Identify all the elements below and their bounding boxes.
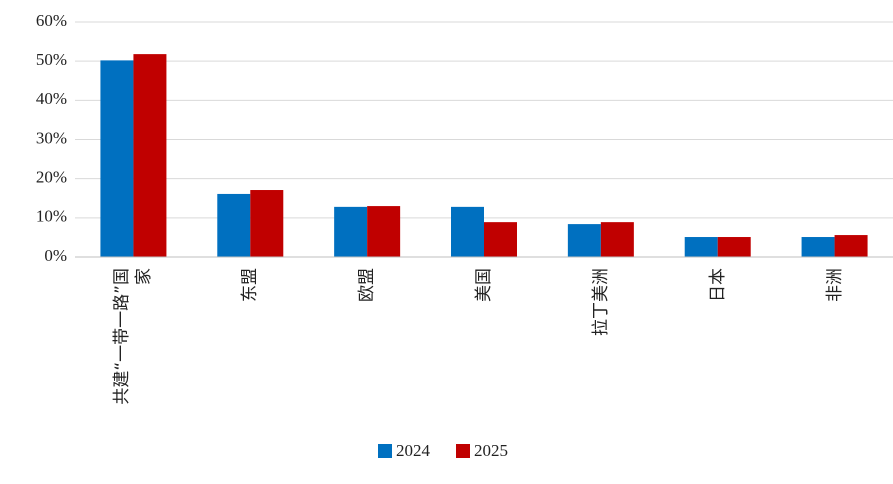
bar	[133, 54, 167, 257]
bar	[367, 206, 401, 257]
bar	[600, 222, 634, 257]
y-tick-label: 0%	[44, 246, 67, 265]
y-tick-label: 40%	[36, 89, 67, 108]
bar	[484, 222, 517, 257]
bar	[100, 60, 134, 258]
y-tick-label: 30%	[36, 128, 67, 147]
bar	[717, 237, 751, 257]
legend-label: 2025	[474, 441, 508, 460]
bar	[250, 190, 284, 257]
y-tick-label: 50%	[36, 50, 67, 69]
x-tick-label: 美国	[474, 268, 494, 302]
bar	[334, 206, 368, 257]
legend-swatch	[456, 444, 470, 458]
x-tick-label: 拉丁美洲	[590, 268, 611, 336]
x-tick-label: 东盟	[240, 268, 261, 302]
x-tick-label: 共建“一带一路”国家	[112, 268, 155, 405]
x-tick-label: 日本	[707, 268, 728, 302]
bar	[217, 193, 251, 257]
bar	[451, 206, 484, 257]
x-tick-label: 非洲	[824, 268, 845, 302]
legend-swatch	[378, 444, 392, 458]
legend-label: 2024	[396, 441, 431, 460]
bar	[801, 237, 835, 257]
bar	[684, 237, 718, 257]
bar	[567, 224, 601, 257]
x-tick-label: 欧盟	[357, 268, 378, 302]
y-tick-label: 60%	[36, 11, 67, 30]
y-tick-label: 10%	[36, 207, 67, 226]
y-tick-label: 20%	[36, 168, 67, 187]
bar	[834, 235, 868, 257]
